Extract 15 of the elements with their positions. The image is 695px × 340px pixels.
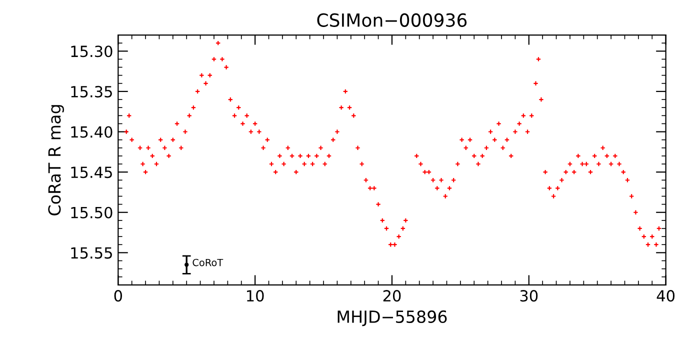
x-tick-label: 40 (656, 290, 675, 302)
x-axis-title: MHJD−55896 (338, 310, 447, 326)
y-tick-label: 15.30 (71, 46, 112, 58)
series-label: CoRoT (192, 258, 224, 266)
y-tick-label: 15.40 (71, 126, 112, 138)
y-tick-label: 15.50 (71, 206, 112, 218)
x-tick-label: 20 (383, 290, 401, 302)
y-tick-label: 15.55 (71, 247, 112, 259)
x-tick-label: 10 (247, 290, 264, 302)
x-tick-label: 30 (520, 290, 538, 302)
y-tick-label: 15.35 (71, 86, 112, 98)
y-axis-title: CoRaT R mag (48, 105, 64, 216)
chart-title: CSIMon−000936 (317, 13, 467, 27)
y-tick-label: 15.45 (71, 166, 112, 178)
x-tick-label: 0 (114, 290, 122, 302)
